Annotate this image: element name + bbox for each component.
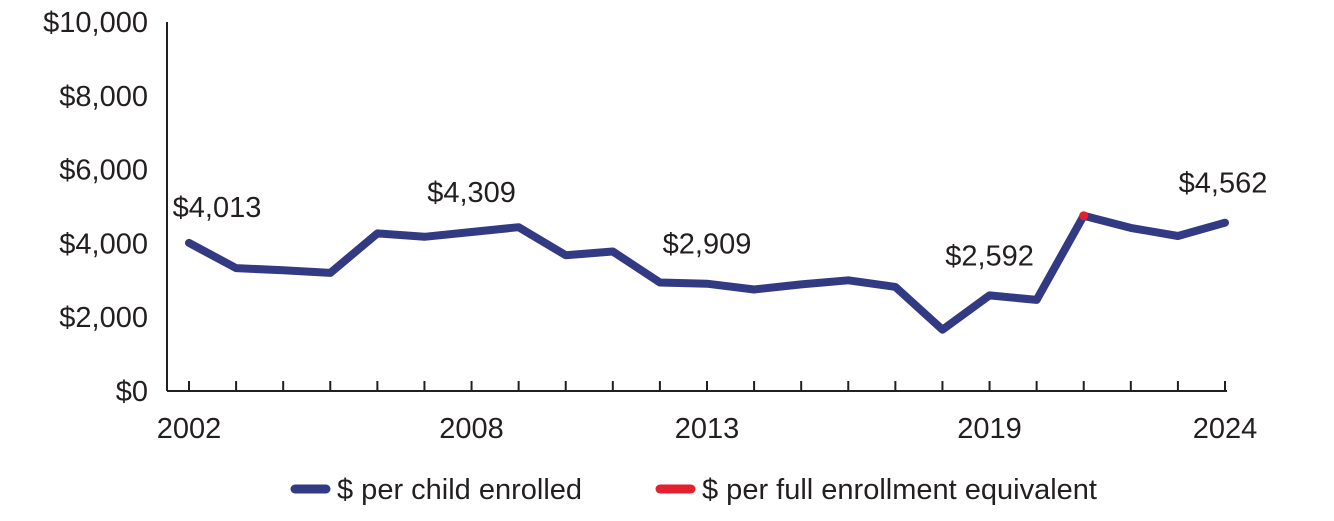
series-line-2: [1079, 211, 1229, 240]
data-label: $4,562: [1179, 168, 1268, 200]
data-label: $4,309: [427, 177, 516, 209]
x-axis-tick-labels: 2002 2008 2013 2019 2024: [157, 413, 1258, 445]
x-tick-label: 2013: [675, 413, 740, 445]
x-tick-label: 2008: [439, 413, 504, 445]
y-tick-label: $10,000: [43, 7, 148, 39]
y-tick-label: $6,000: [59, 155, 148, 187]
y-tick-label: $0: [116, 376, 148, 408]
y-tick-label: $2,000: [59, 302, 148, 334]
series-break-marker: [1079, 211, 1089, 221]
chart-axes: [166, 22, 1227, 392]
x-tick-label: 2024: [1193, 413, 1258, 445]
x-tick-label: 2002: [157, 413, 222, 445]
data-labels: $4,013 $4,309 $2,909 $2,592 $4,562: [173, 168, 1268, 273]
legend-label-1: $ per child enrolled: [337, 474, 582, 506]
series-line-1: [185, 211, 1088, 334]
data-label: $2,592: [945, 240, 1034, 272]
y-axis-tick-labels: $0 $2,000 $4,000 $6,000 $8,000 $10,000: [43, 7, 148, 408]
y-tick-label: $4,000: [59, 228, 148, 260]
legend-label-2: $ per full enrollment equivalent: [702, 474, 1097, 506]
data-label: $2,909: [663, 229, 752, 261]
y-tick-label: $8,000: [59, 81, 148, 113]
chart-series: [185, 211, 1229, 334]
data-label: $4,013: [173, 192, 262, 224]
legend: $ per child enrolled $ per full enrollmen…: [290, 474, 1097, 506]
x-tick-label: 2019: [957, 413, 1022, 445]
